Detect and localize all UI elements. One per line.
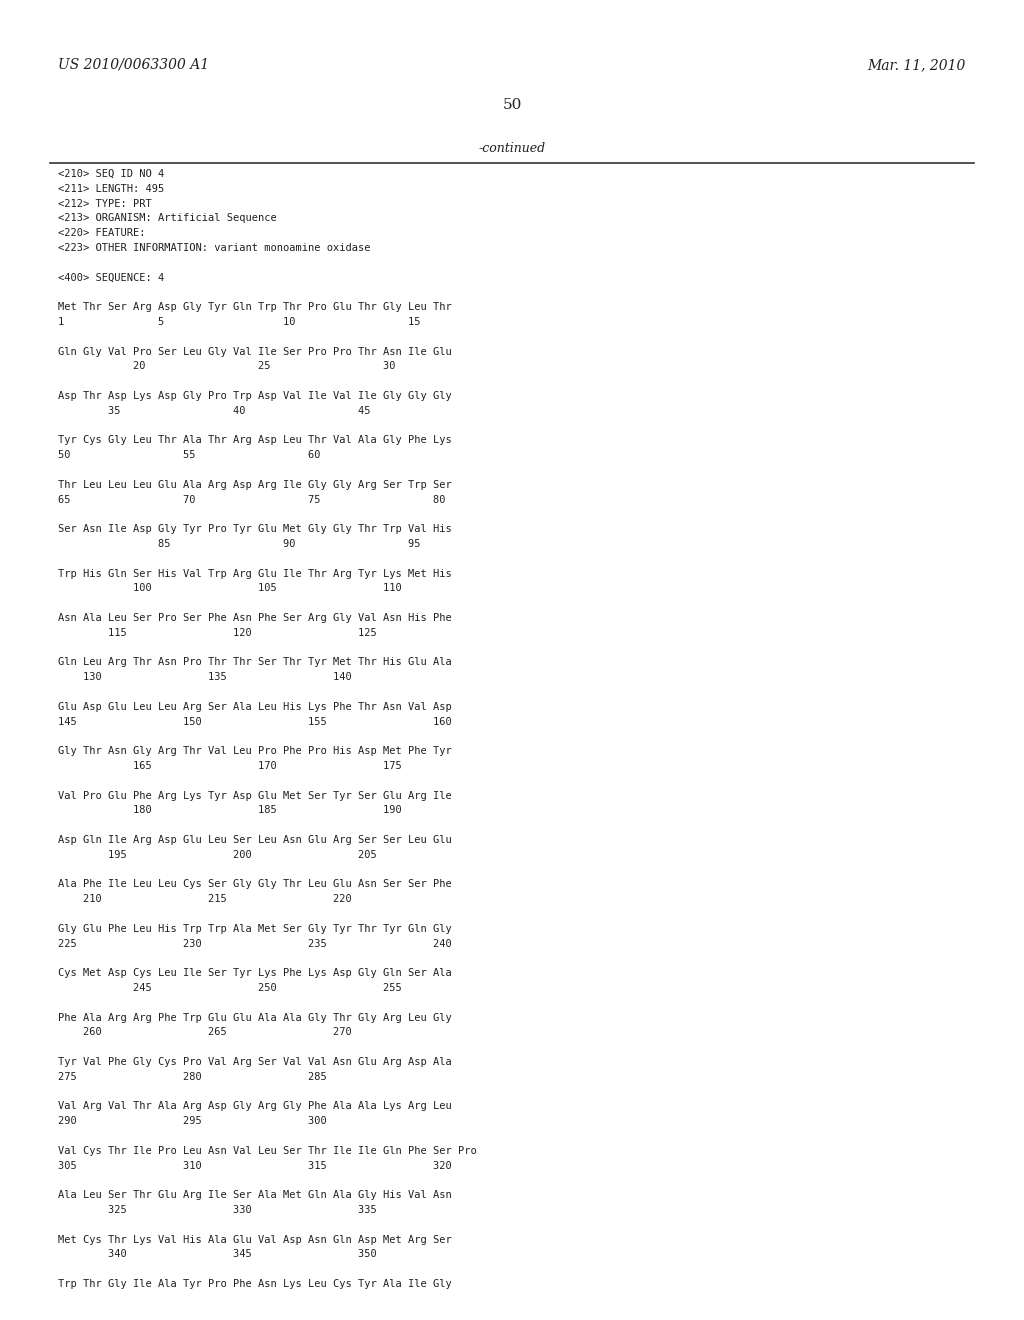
Text: 275                 280                 285: 275 280 285: [58, 1072, 327, 1082]
Text: 340                 345                 350: 340 345 350: [58, 1250, 377, 1259]
Text: 1               5                   10                  15: 1 5 10 15: [58, 317, 421, 327]
Text: Val Pro Glu Phe Arg Lys Tyr Asp Glu Met Ser Tyr Ser Glu Arg Ile: Val Pro Glu Phe Arg Lys Tyr Asp Glu Met …: [58, 791, 452, 801]
Text: Asp Thr Asp Lys Asp Gly Pro Trp Asp Val Ile Val Ile Gly Gly Gly: Asp Thr Asp Lys Asp Gly Pro Trp Asp Val …: [58, 391, 452, 401]
Text: 65                  70                  75                  80: 65 70 75 80: [58, 495, 445, 504]
Text: Tyr Val Phe Gly Cys Pro Val Arg Ser Val Val Asn Glu Arg Asp Ala: Tyr Val Phe Gly Cys Pro Val Arg Ser Val …: [58, 1057, 452, 1067]
Text: Phe Ala Arg Arg Phe Trp Glu Glu Ala Ala Gly Thr Gly Arg Leu Gly: Phe Ala Arg Arg Phe Trp Glu Glu Ala Ala …: [58, 1012, 452, 1023]
Text: Mar. 11, 2010: Mar. 11, 2010: [867, 58, 966, 73]
Text: Met Cys Thr Lys Val His Ala Glu Val Asp Asn Gln Asp Met Arg Ser: Met Cys Thr Lys Val His Ala Glu Val Asp …: [58, 1234, 452, 1245]
Text: 20                  25                  30: 20 25 30: [58, 362, 395, 371]
Text: Asn Ala Leu Ser Pro Ser Phe Asn Phe Ser Arg Gly Val Asn His Phe: Asn Ala Leu Ser Pro Ser Phe Asn Phe Ser …: [58, 612, 452, 623]
Text: <210> SEQ ID NO 4: <210> SEQ ID NO 4: [58, 169, 164, 180]
Text: -continued: -continued: [478, 143, 546, 154]
Text: Gln Leu Arg Thr Asn Pro Thr Thr Ser Thr Tyr Met Thr His Glu Ala: Gln Leu Arg Thr Asn Pro Thr Thr Ser Thr …: [58, 657, 452, 668]
Text: 260                 265                 270: 260 265 270: [58, 1027, 352, 1038]
Text: <212> TYPE: PRT: <212> TYPE: PRT: [58, 198, 152, 209]
Text: 225                 230                 235                 240: 225 230 235 240: [58, 939, 452, 949]
Text: 180                 185                 190: 180 185 190: [58, 805, 401, 816]
Text: 165                 170                 175: 165 170 175: [58, 762, 401, 771]
Text: 50                  55                  60: 50 55 60: [58, 450, 321, 461]
Text: <223> OTHER INFORMATION: variant monoamine oxidase: <223> OTHER INFORMATION: variant monoami…: [58, 243, 371, 253]
Text: Gly Thr Asn Gly Arg Thr Val Leu Pro Phe Pro His Asp Met Phe Tyr: Gly Thr Asn Gly Arg Thr Val Leu Pro Phe …: [58, 746, 452, 756]
Text: <220> FEATURE:: <220> FEATURE:: [58, 228, 145, 238]
Text: Val Cys Thr Ile Pro Leu Asn Val Leu Ser Thr Ile Ile Gln Phe Ser Pro: Val Cys Thr Ile Pro Leu Asn Val Leu Ser …: [58, 1146, 477, 1156]
Text: Tyr Cys Gly Leu Thr Ala Thr Arg Asp Leu Thr Val Ala Gly Phe Lys: Tyr Cys Gly Leu Thr Ala Thr Arg Asp Leu …: [58, 436, 452, 445]
Text: Ala Leu Ser Thr Glu Arg Ile Ser Ala Met Gln Ala Gly His Val Asn: Ala Leu Ser Thr Glu Arg Ile Ser Ala Met …: [58, 1191, 452, 1200]
Text: Gly Glu Phe Leu His Trp Trp Ala Met Ser Gly Tyr Thr Tyr Gln Gly: Gly Glu Phe Leu His Trp Trp Ala Met Ser …: [58, 924, 452, 933]
Text: Glu Asp Glu Leu Leu Arg Ser Ala Leu His Lys Phe Thr Asn Val Asp: Glu Asp Glu Leu Leu Arg Ser Ala Leu His …: [58, 702, 452, 711]
Text: Ala Phe Ile Leu Leu Cys Ser Gly Gly Thr Leu Glu Asn Ser Ser Phe: Ala Phe Ile Leu Leu Cys Ser Gly Gly Thr …: [58, 879, 452, 890]
Text: 325                 330                 335: 325 330 335: [58, 1205, 377, 1214]
Text: Val Arg Val Thr Ala Arg Asp Gly Arg Gly Phe Ala Ala Lys Arg Leu: Val Arg Val Thr Ala Arg Asp Gly Arg Gly …: [58, 1101, 452, 1111]
Text: Trp Thr Gly Ile Ala Tyr Pro Phe Asn Lys Leu Cys Tyr Ala Ile Gly: Trp Thr Gly Ile Ala Tyr Pro Phe Asn Lys …: [58, 1279, 452, 1290]
Text: <213> ORGANISM: Artificial Sequence: <213> ORGANISM: Artificial Sequence: [58, 214, 276, 223]
Text: 50: 50: [503, 98, 521, 112]
Text: 115                 120                 125: 115 120 125: [58, 628, 377, 638]
Text: 130                 135                 140: 130 135 140: [58, 672, 352, 682]
Text: 85                  90                  95: 85 90 95: [58, 539, 421, 549]
Text: Cys Met Asp Cys Leu Ile Ser Tyr Lys Phe Lys Asp Gly Gln Ser Ala: Cys Met Asp Cys Leu Ile Ser Tyr Lys Phe …: [58, 968, 452, 978]
Text: Gln Gly Val Pro Ser Leu Gly Val Ile Ser Pro Pro Thr Asn Ile Glu: Gln Gly Val Pro Ser Leu Gly Val Ile Ser …: [58, 347, 452, 356]
Text: Thr Leu Leu Leu Glu Ala Arg Asp Arg Ile Gly Gly Arg Ser Trp Ser: Thr Leu Leu Leu Glu Ala Arg Asp Arg Ile …: [58, 479, 452, 490]
Text: Ser Asn Ile Asp Gly Tyr Pro Tyr Glu Met Gly Gly Thr Trp Val His: Ser Asn Ile Asp Gly Tyr Pro Tyr Glu Met …: [58, 524, 452, 535]
Text: <400> SEQUENCE: 4: <400> SEQUENCE: 4: [58, 273, 164, 282]
Text: 145                 150                 155                 160: 145 150 155 160: [58, 717, 452, 726]
Text: 195                 200                 205: 195 200 205: [58, 850, 377, 859]
Text: 210                 215                 220: 210 215 220: [58, 894, 352, 904]
Text: 290                 295                 300: 290 295 300: [58, 1117, 327, 1126]
Text: Trp His Gln Ser His Val Trp Arg Glu Ile Thr Arg Tyr Lys Met His: Trp His Gln Ser His Val Trp Arg Glu Ile …: [58, 569, 452, 578]
Text: 245                 250                 255: 245 250 255: [58, 983, 401, 993]
Text: US 2010/0063300 A1: US 2010/0063300 A1: [58, 58, 209, 73]
Text: <211> LENGTH: 495: <211> LENGTH: 495: [58, 183, 164, 194]
Text: Asp Gln Ile Arg Asp Glu Leu Ser Leu Asn Glu Arg Ser Ser Leu Glu: Asp Gln Ile Arg Asp Glu Leu Ser Leu Asn …: [58, 836, 452, 845]
Text: Met Thr Ser Arg Asp Gly Tyr Gln Trp Thr Pro Glu Thr Gly Leu Thr: Met Thr Ser Arg Asp Gly Tyr Gln Trp Thr …: [58, 302, 452, 313]
Text: 100                 105                 110: 100 105 110: [58, 583, 401, 594]
Text: 305                 310                 315                 320: 305 310 315 320: [58, 1160, 452, 1171]
Text: 35                  40                  45: 35 40 45: [58, 405, 371, 416]
